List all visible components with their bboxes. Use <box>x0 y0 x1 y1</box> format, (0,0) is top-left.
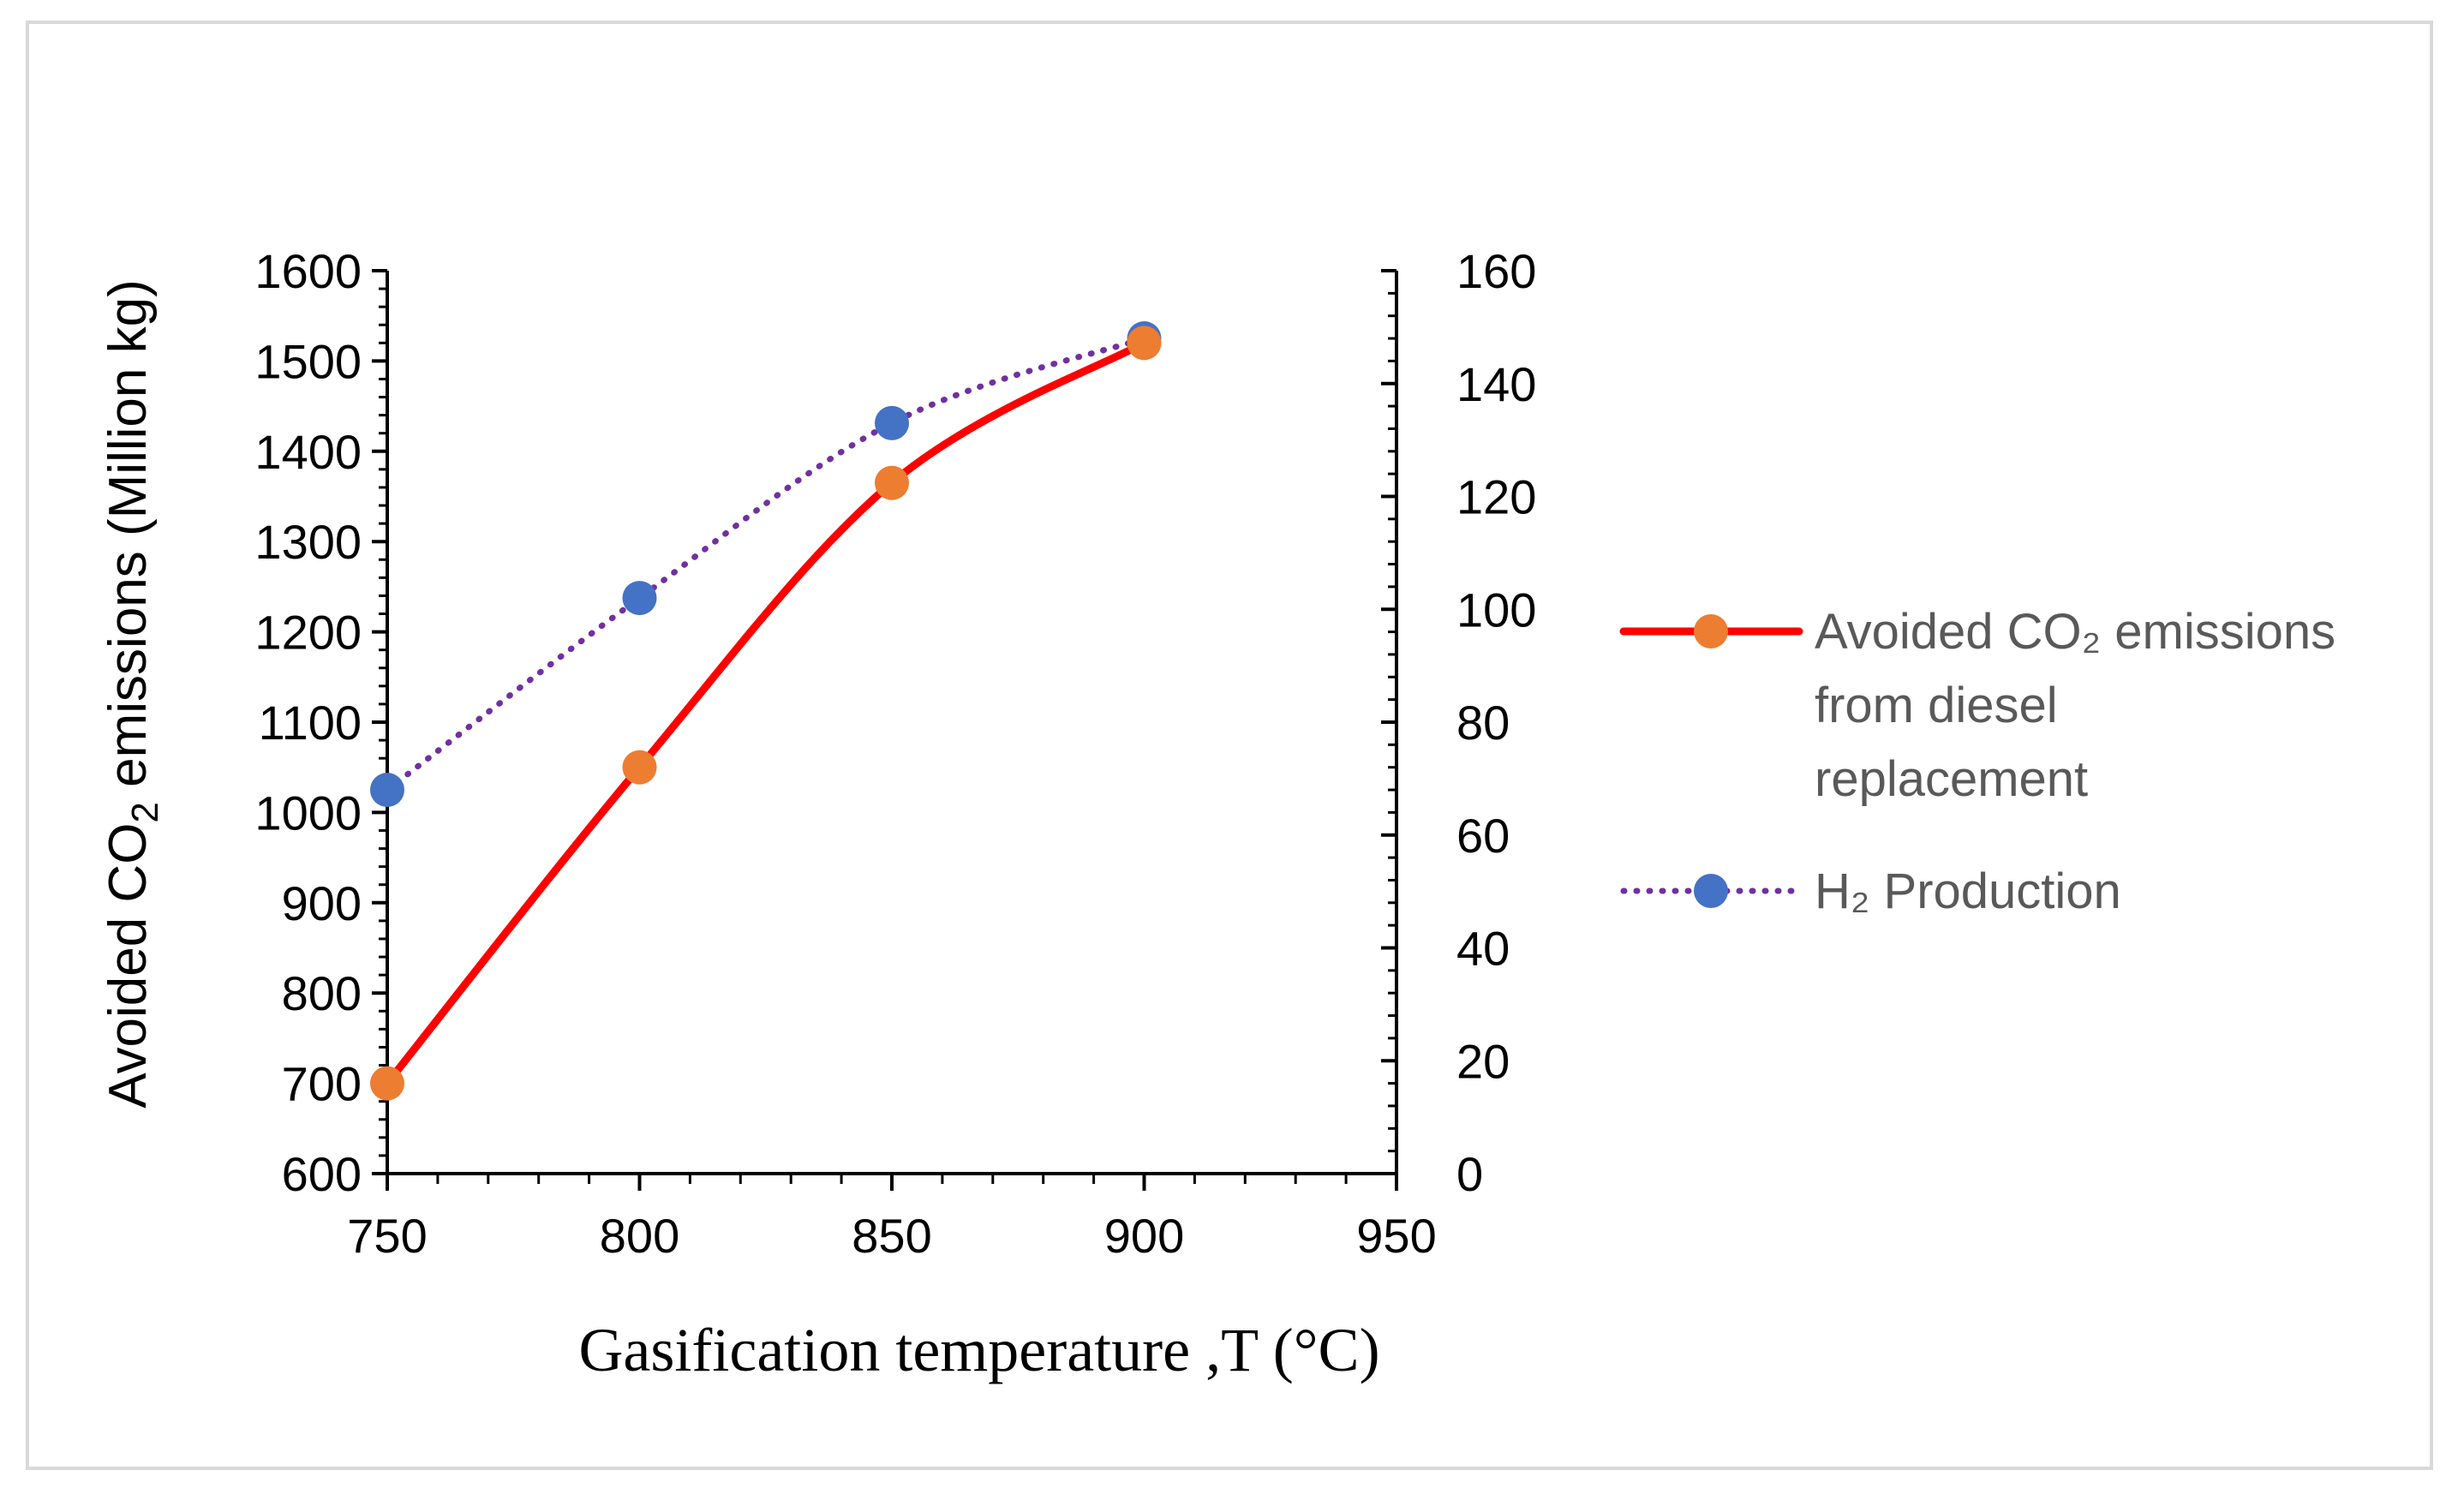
y2-tick-label: 140 <box>1456 357 1536 411</box>
y2-tick-label: 20 <box>1456 1034 1510 1088</box>
y2-tick-label: 0 <box>1456 1147 1483 1201</box>
y-axis-title: Avoided CO2 emissions (Million kg) <box>99 279 166 1108</box>
legend-label: H₂ Production <box>1815 864 2121 919</box>
y2-tick-label: 40 <box>1456 922 1510 976</box>
x-tick-label: 750 <box>347 1209 427 1263</box>
y-tick-label: 900 <box>282 876 362 930</box>
y-tick-label: 1600 <box>254 244 362 298</box>
legend-label: replacement <box>1815 751 2088 807</box>
legend-label: Avoided CO₂ emissions <box>1815 604 2335 660</box>
y2-tick-label: 120 <box>1456 470 1536 524</box>
x-tick-label: 850 <box>852 1209 931 1263</box>
y-tick-label: 1300 <box>254 515 362 569</box>
legend-label: from diesel <box>1815 678 2058 733</box>
y-tick-label: 1100 <box>259 696 362 750</box>
legend: Avoided CO₂ emissions from diesel replacem… <box>1619 604 2335 919</box>
y-tick-label: 1200 <box>254 606 362 660</box>
x-tick-label: 950 <box>1356 1209 1436 1263</box>
y2-tick-label: 100 <box>1456 583 1536 636</box>
y2-tick-label: 60 <box>1456 809 1510 863</box>
x-tick-label: 900 <box>1104 1209 1184 1263</box>
x-axis-title: Gasification temperature ,T (°C) <box>578 1316 1379 1384</box>
y-tick-label: 700 <box>282 1057 362 1111</box>
y2-tick-label: 80 <box>1456 696 1510 750</box>
series-line-1 <box>384 335 1147 793</box>
y-tick-label: 1000 <box>254 786 362 840</box>
x-tick-label: 800 <box>600 1209 679 1263</box>
series-1-point <box>875 405 909 440</box>
series-layer <box>370 321 1162 1101</box>
legend-marker-0 <box>1694 614 1728 648</box>
legend-marker-1 <box>1694 874 1728 908</box>
series-0-point <box>370 1066 404 1101</box>
series-1-point <box>622 581 657 616</box>
y-tick-label: 1500 <box>254 334 362 388</box>
series-0-point <box>622 750 657 785</box>
chart-frame <box>26 21 2433 1470</box>
series-0-point <box>875 465 909 500</box>
y-tick-label: 1400 <box>254 425 362 479</box>
y-tick-label: 800 <box>282 966 362 1020</box>
series-1-point <box>370 773 404 808</box>
y-tick-label: 600 <box>282 1147 362 1201</box>
y2-tick-label: 160 <box>1456 244 1536 298</box>
series-0-point <box>1127 326 1162 361</box>
axes-layer: 6007008009001000110012001300140015001600… <box>254 244 1536 1263</box>
series-line-0 <box>383 338 1148 1088</box>
